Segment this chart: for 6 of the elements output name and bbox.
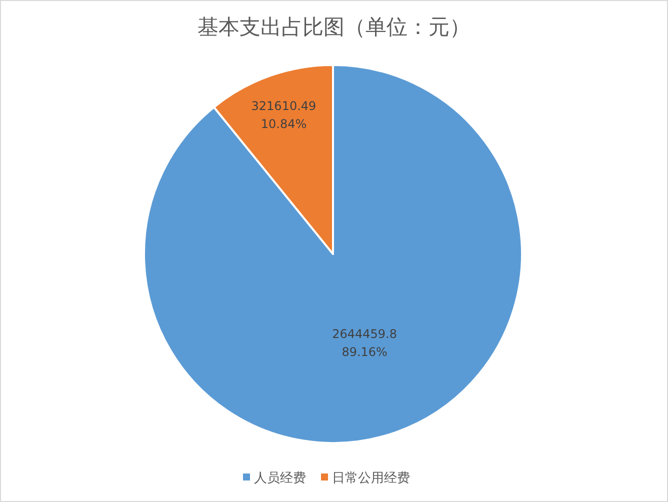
legend-label: 日常公用经费 — [332, 471, 410, 486]
legend-label: 人员经费 — [254, 471, 306, 486]
data-label: 2644459.8 89.16% — [332, 327, 398, 360]
pie-slice — [143, 64, 523, 444]
data-label: 321610.49 10.84% — [251, 99, 316, 132]
chart-title: 基本支出占比图（单位：元） — [198, 15, 470, 39]
